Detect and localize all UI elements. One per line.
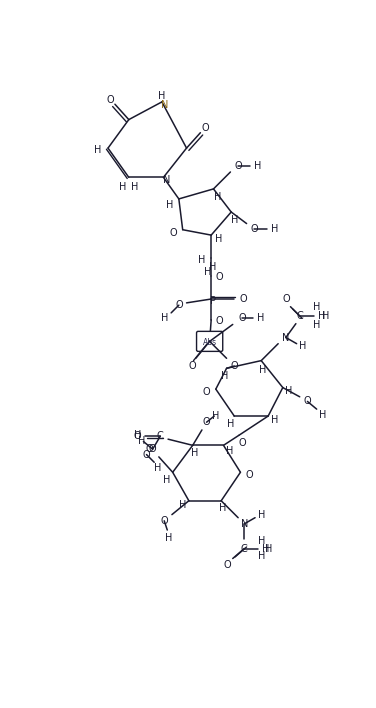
- Text: H: H: [163, 475, 170, 485]
- Text: H: H: [271, 224, 278, 234]
- Text: O: O: [143, 450, 150, 459]
- Text: H: H: [161, 313, 169, 324]
- Text: H: H: [219, 503, 226, 513]
- Text: O: O: [175, 300, 183, 310]
- Text: H: H: [258, 552, 265, 561]
- Text: H: H: [313, 302, 320, 312]
- Text: H: H: [204, 267, 211, 277]
- Text: H: H: [214, 192, 221, 202]
- Text: H: H: [259, 365, 267, 375]
- Text: H: H: [94, 144, 101, 154]
- Text: O: O: [246, 470, 253, 480]
- Text: H: H: [231, 215, 239, 224]
- Text: H: H: [138, 436, 146, 447]
- Text: C: C: [241, 544, 248, 554]
- Text: O: O: [240, 294, 247, 304]
- Text: H: H: [221, 371, 229, 381]
- Text: H: H: [322, 311, 330, 321]
- Text: H: H: [313, 320, 320, 330]
- Text: H: H: [158, 91, 165, 101]
- Text: H: H: [255, 161, 262, 171]
- Text: O: O: [106, 95, 114, 105]
- Text: H: H: [119, 183, 126, 193]
- Text: H: H: [179, 500, 186, 510]
- Text: O: O: [170, 228, 177, 238]
- Text: O: O: [303, 396, 311, 406]
- Text: N: N: [241, 519, 248, 529]
- Text: H: H: [226, 447, 233, 457]
- Text: N: N: [163, 176, 170, 185]
- Text: H: H: [258, 536, 265, 546]
- Text: H: H: [265, 544, 273, 554]
- Text: H: H: [215, 234, 223, 244]
- Text: H: H: [166, 200, 173, 210]
- Text: P: P: [210, 295, 216, 306]
- Text: C: C: [157, 431, 164, 441]
- Text: O: O: [215, 273, 223, 282]
- Text: H: H: [257, 313, 264, 324]
- Text: H: H: [131, 183, 139, 193]
- FancyBboxPatch shape: [197, 331, 223, 351]
- Text: H: H: [155, 464, 162, 474]
- Text: O: O: [250, 224, 258, 234]
- Text: H: H: [258, 510, 265, 520]
- Text: O: O: [146, 444, 153, 454]
- Text: H: H: [209, 263, 217, 273]
- Text: H: H: [191, 448, 198, 458]
- Text: H: H: [227, 418, 234, 429]
- Text: H: H: [133, 430, 141, 440]
- Text: O: O: [203, 417, 211, 427]
- Text: O: O: [224, 559, 231, 570]
- Text: H: H: [271, 415, 278, 425]
- Text: H: H: [318, 311, 325, 321]
- Text: N: N: [282, 333, 290, 343]
- Text: H: H: [198, 255, 206, 265]
- Text: O: O: [230, 361, 238, 371]
- Text: O: O: [234, 161, 242, 171]
- Text: O: O: [189, 361, 197, 371]
- Text: O: O: [238, 313, 246, 324]
- Text: H: H: [165, 532, 173, 543]
- Text: H: H: [212, 411, 220, 421]
- Text: H: H: [285, 387, 293, 396]
- Text: O: O: [201, 123, 209, 133]
- Text: O: O: [215, 316, 223, 326]
- Text: O: O: [149, 444, 156, 454]
- Text: H: H: [262, 544, 270, 554]
- Text: O: O: [283, 294, 290, 304]
- Text: H: H: [319, 409, 326, 420]
- Text: O: O: [239, 438, 247, 448]
- Text: Abs: Abs: [203, 338, 217, 348]
- Text: C: C: [296, 311, 303, 321]
- Text: O: O: [161, 516, 168, 526]
- Text: H: H: [299, 341, 306, 351]
- Text: O: O: [133, 431, 141, 441]
- Text: O: O: [203, 387, 211, 397]
- Text: N: N: [161, 100, 169, 110]
